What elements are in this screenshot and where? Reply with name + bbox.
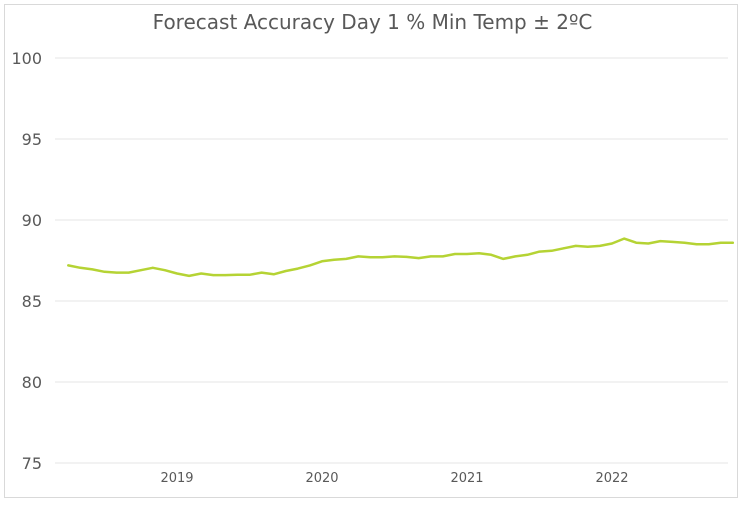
data-point — [405, 255, 408, 258]
data-point — [695, 243, 698, 246]
data-point — [321, 260, 323, 263]
data-point — [635, 241, 638, 244]
data-point — [623, 237, 626, 240]
data-point — [127, 271, 130, 274]
y-axis-ticks: 75 80 85 90 95 100 — [11, 49, 42, 473]
data-point — [176, 272, 178, 275]
data-point — [381, 256, 384, 259]
data-point — [611, 242, 613, 245]
data-point — [719, 241, 722, 244]
y-tick-label: 90 — [22, 211, 42, 230]
data-point — [417, 257, 420, 260]
data-point — [139, 269, 142, 272]
data-point — [550, 249, 553, 252]
data-point — [731, 241, 734, 244]
data-point — [707, 243, 710, 246]
series-line-0 — [67, 237, 735, 278]
data-point — [683, 241, 686, 244]
data-point — [151, 266, 154, 269]
data-point — [284, 270, 287, 272]
data-point — [248, 273, 251, 276]
data-point — [538, 250, 541, 253]
data-point — [598, 244, 601, 247]
data-point — [441, 255, 444, 258]
data-point — [466, 253, 468, 255]
data-point — [103, 270, 106, 273]
data-point — [586, 245, 589, 248]
data-point — [188, 274, 191, 277]
chart-frame — [4, 4, 738, 498]
data-point — [453, 253, 456, 255]
data-point — [478, 252, 481, 255]
data-point — [526, 253, 529, 256]
data-point — [79, 266, 82, 269]
data-point — [369, 256, 372, 259]
data-point — [200, 272, 203, 275]
data-point — [163, 269, 166, 272]
data-point — [357, 255, 360, 258]
data-point — [91, 268, 94, 271]
data-point — [562, 247, 565, 250]
x-tick-label: 2020 — [305, 471, 338, 486]
data-point — [67, 264, 70, 267]
data-point — [212, 274, 215, 277]
y-tick-label: 75 — [22, 454, 42, 473]
data-point — [236, 273, 239, 276]
y-tick-label: 80 — [22, 373, 42, 392]
data-point — [260, 271, 263, 274]
data-point — [296, 267, 299, 270]
y-tick-label: 95 — [22, 130, 42, 149]
data-point — [115, 271, 118, 274]
chart-title: Forecast Accuracy Day 1 % Min Temp ± 2ºC — [152, 10, 593, 34]
data-point — [333, 258, 336, 261]
data-point — [308, 264, 311, 267]
x-axis-ticks: 2019 2020 2021 2022 — [160, 471, 628, 486]
data-point — [490, 253, 493, 256]
data-point — [574, 244, 577, 247]
y-tick-label: 85 — [22, 292, 42, 311]
x-tick-label: 2022 — [595, 471, 628, 486]
x-tick-label: 2021 — [450, 471, 483, 486]
data-point — [272, 273, 275, 276]
data-point — [671, 240, 674, 243]
x-tick-label: 2019 — [160, 471, 193, 486]
data-point — [429, 255, 432, 258]
gridlines — [55, 57, 728, 464]
data-point — [224, 274, 227, 277]
series-layer — [67, 237, 735, 278]
data-point — [345, 257, 348, 260]
data-point — [647, 242, 650, 245]
data-point — [514, 255, 517, 258]
data-point — [502, 257, 505, 260]
y-tick-label: 100 — [11, 49, 42, 68]
data-point — [393, 255, 396, 258]
data-point — [659, 240, 662, 243]
